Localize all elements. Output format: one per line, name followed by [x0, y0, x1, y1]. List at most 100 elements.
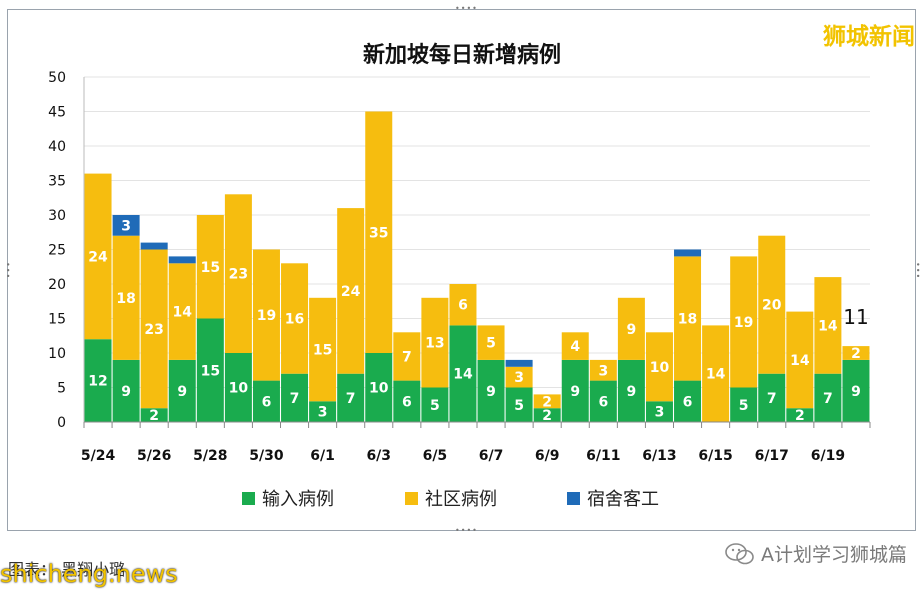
bar-1-5/26: [140, 249, 168, 409]
bar-1-6/5: [421, 297, 449, 388]
y-axis: 0 5 10 15 20 25 30 35 40 45 50: [48, 70, 85, 431]
x-tick-label: 5/28: [193, 448, 227, 464]
bar-1-6/14: [674, 256, 702, 381]
bar-1-6/2: [337, 208, 365, 374]
data-label: 14: [790, 353, 810, 369]
data-label: 24: [88, 249, 108, 265]
data-label: 15: [201, 260, 220, 276]
data-label: 6: [402, 394, 412, 410]
bar-0-6/16: [730, 387, 758, 422]
data-label: 3: [318, 405, 328, 421]
data-label: 15: [201, 363, 220, 379]
y-tick-label: 15: [48, 312, 66, 328]
bar-2-5/27: [168, 256, 196, 264]
data-label: 10: [229, 381, 249, 397]
data-label: 7: [767, 391, 777, 407]
data-label: 3: [121, 218, 131, 234]
bar-1-6/1: [309, 297, 337, 402]
bar-1-6/11: [589, 359, 617, 381]
bar-1-6/16: [730, 256, 758, 388]
data-label: 3: [655, 405, 665, 421]
bar-1-6/8: [505, 366, 533, 388]
bar-0-6/1: [309, 401, 337, 422]
data-label: 19: [734, 315, 753, 331]
bar-0-5/26: [140, 408, 168, 422]
brand-watermark: 狮城新闻: [823, 24, 915, 50]
bar-0-6/5: [421, 387, 449, 422]
x-tick-label: 6/11: [586, 448, 620, 464]
data-label: 20: [762, 298, 782, 314]
data-label: 6: [598, 394, 608, 410]
bar-1-5/30: [252, 249, 280, 381]
legend-swatch: [242, 492, 255, 505]
bar-0-6/12: [617, 359, 645, 422]
data-label: 2: [795, 408, 805, 424]
data-label: 6: [683, 394, 693, 410]
bar-0-6/4: [393, 380, 421, 422]
x-tick-label: 6/1: [310, 448, 335, 464]
bar-1-6/9: [533, 394, 561, 409]
bar-1-6/18: [786, 311, 814, 409]
data-label: 2: [851, 346, 861, 362]
x-tick-label: 6/15: [698, 448, 732, 464]
data-label: 14: [706, 367, 726, 383]
data-label: 5: [430, 398, 440, 414]
resize-handle-bottom[interactable]: ••••: [455, 526, 478, 535]
bar-1-6/10: [561, 332, 589, 360]
chart-frame: [7, 9, 916, 531]
data-label: 9: [627, 322, 637, 338]
data-labels: 1224918322391415151023619716315724103567…: [88, 218, 868, 424]
bar-2-6/8: [505, 359, 533, 367]
bar-0-5/30: [252, 380, 280, 422]
x-tick-label: 6/17: [755, 448, 789, 464]
y-tick-label: 40: [48, 139, 66, 155]
data-label: 14: [818, 318, 838, 334]
data-label: 9: [851, 384, 861, 400]
bar-0-6/17: [758, 373, 786, 422]
data-label: 14: [453, 367, 473, 383]
y-tick-label: 5: [57, 381, 66, 397]
data-label: 3: [514, 370, 524, 386]
chart-credit: 图表： 黑翔小璐: [8, 560, 126, 579]
data-label: 7: [402, 349, 412, 365]
y-tick-label: 0: [57, 415, 66, 431]
bar-0-6/3: [365, 353, 393, 422]
x-tick-label: 6/3: [366, 448, 391, 464]
data-label: 7: [346, 391, 356, 407]
data-label: 9: [121, 384, 131, 400]
bar-1-5/31: [281, 263, 309, 374]
y-tick-label: 35: [48, 174, 66, 190]
y-tick-label: 10: [48, 346, 66, 362]
data-label: 18: [678, 312, 697, 328]
bar-0-6/11: [589, 380, 617, 422]
data-label: 9: [570, 384, 580, 400]
data-label: 9: [177, 384, 187, 400]
bar-0-6/2: [337, 373, 365, 422]
y-tick-label: 25: [48, 243, 66, 259]
bar-0-5/29: [224, 353, 252, 422]
bar-2-5/26: [140, 242, 168, 250]
data-label: 35: [369, 225, 388, 241]
y-tick-label: 30: [48, 208, 66, 224]
wechat-account: A计划学习狮城篇: [725, 540, 907, 567]
data-label: 16: [285, 312, 304, 328]
bar-1-5/29: [224, 194, 252, 353]
data-label: 12: [88, 374, 107, 390]
legend-swatch: [405, 492, 418, 505]
site-watermark: shicheng.news: [0, 560, 178, 588]
data-label: 19: [257, 308, 276, 324]
data-label: 15: [313, 343, 332, 359]
bar-0-6/13: [645, 401, 673, 422]
y-tick-label: 20: [48, 277, 66, 293]
resize-handle-left[interactable]: •••: [3, 262, 12, 280]
bar-1-5/27: [168, 263, 196, 360]
bar-1-6/7: [477, 325, 505, 360]
x-tick-label: 6/5: [423, 448, 448, 464]
bar-1-6/20: [842, 346, 870, 360]
data-label: 23: [144, 322, 163, 338]
bar-0-5/28: [196, 318, 224, 422]
x-tick-label: 5/24: [81, 448, 116, 464]
resize-handle-right[interactable]: •••: [913, 262, 922, 280]
resize-handle-top[interactable]: ••••: [455, 4, 478, 13]
